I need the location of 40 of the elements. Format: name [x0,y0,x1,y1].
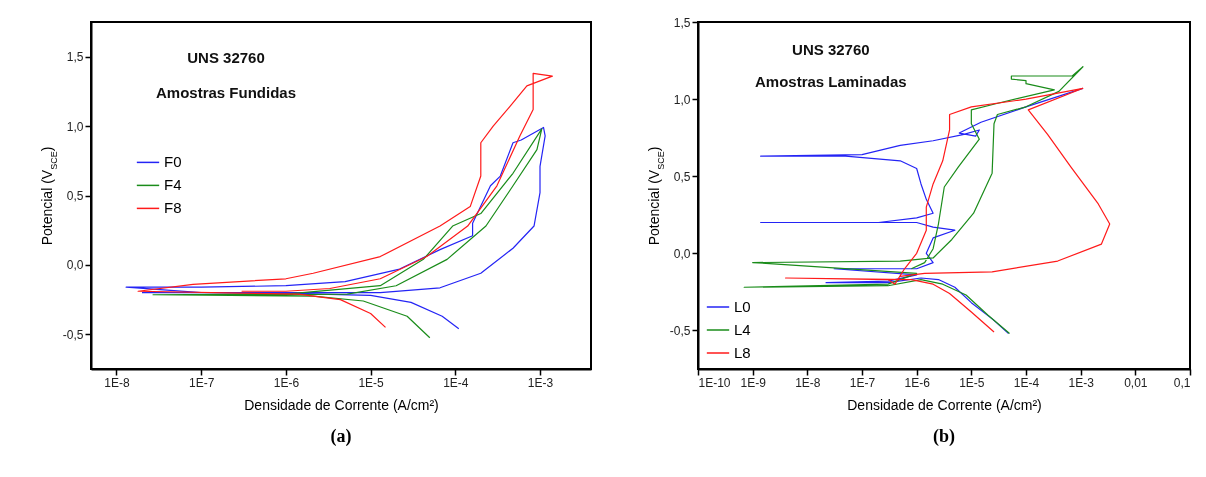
legend-label: L4 [734,321,751,338]
x-tick-label: 1E-3 [1068,375,1095,390]
y-tick-label: 1,0 [673,92,691,107]
x-tick-label: 1E-4 [1013,375,1040,390]
annotation: Amostras Fundidas [155,84,297,101]
y-tick-label: 1,5 [673,15,691,30]
x-axis-title: Densidade de Corrente (A/cm²) [244,396,439,413]
x-tick-label: 1E-7 [849,375,876,390]
x-tick-label: 1E-6 [273,375,300,390]
text: (a) [330,426,352,447]
legend-label: L0 [734,298,751,315]
x-tick-label: 1E-10 [698,375,731,390]
y-tick-label: 0,0 [66,258,84,273]
annotation: Amostras Laminadas [754,73,907,90]
y-tick-label: 1,0 [66,119,84,134]
x-tick-label: 1E-4 [443,375,469,390]
legend-label: L8 [734,344,751,361]
legend-label: F0 [164,153,182,171]
x-tick-label: 1E-5 [959,375,985,390]
y-tick-label: -0,5 [62,327,84,342]
x-tick-label: 1E-5 [358,375,385,390]
y-tick-label: 0,5 [66,189,84,203]
annotation: UNS 32760 [792,41,870,58]
annotation: UNS 32760 [187,49,265,66]
legend-label: F8 [164,199,182,217]
y-tick-label: -0,5 [669,323,691,338]
x-axis-title: Densidade de Corrente (A/cm²) [847,396,1042,413]
x-tick-label: 1E-8 [104,375,130,390]
legend-label: F4 [164,176,182,194]
x-tick-label: 0,1 [1173,375,1191,390]
y-tick-label: 1,5 [66,50,84,65]
x-tick-label: 1E-9 [740,375,767,390]
x-tick-label: 1E-6 [904,375,931,390]
y-tick-label: 0,5 [673,169,691,184]
x-tick-label: 1E-7 [189,375,215,390]
y-tick-label: 0,0 [673,246,691,261]
x-tick-label: 1E-3 [527,375,554,390]
text: (b) [933,426,955,447]
x-tick-label: 0,01 [1124,375,1148,390]
x-tick-label: 1E-8 [795,375,821,390]
